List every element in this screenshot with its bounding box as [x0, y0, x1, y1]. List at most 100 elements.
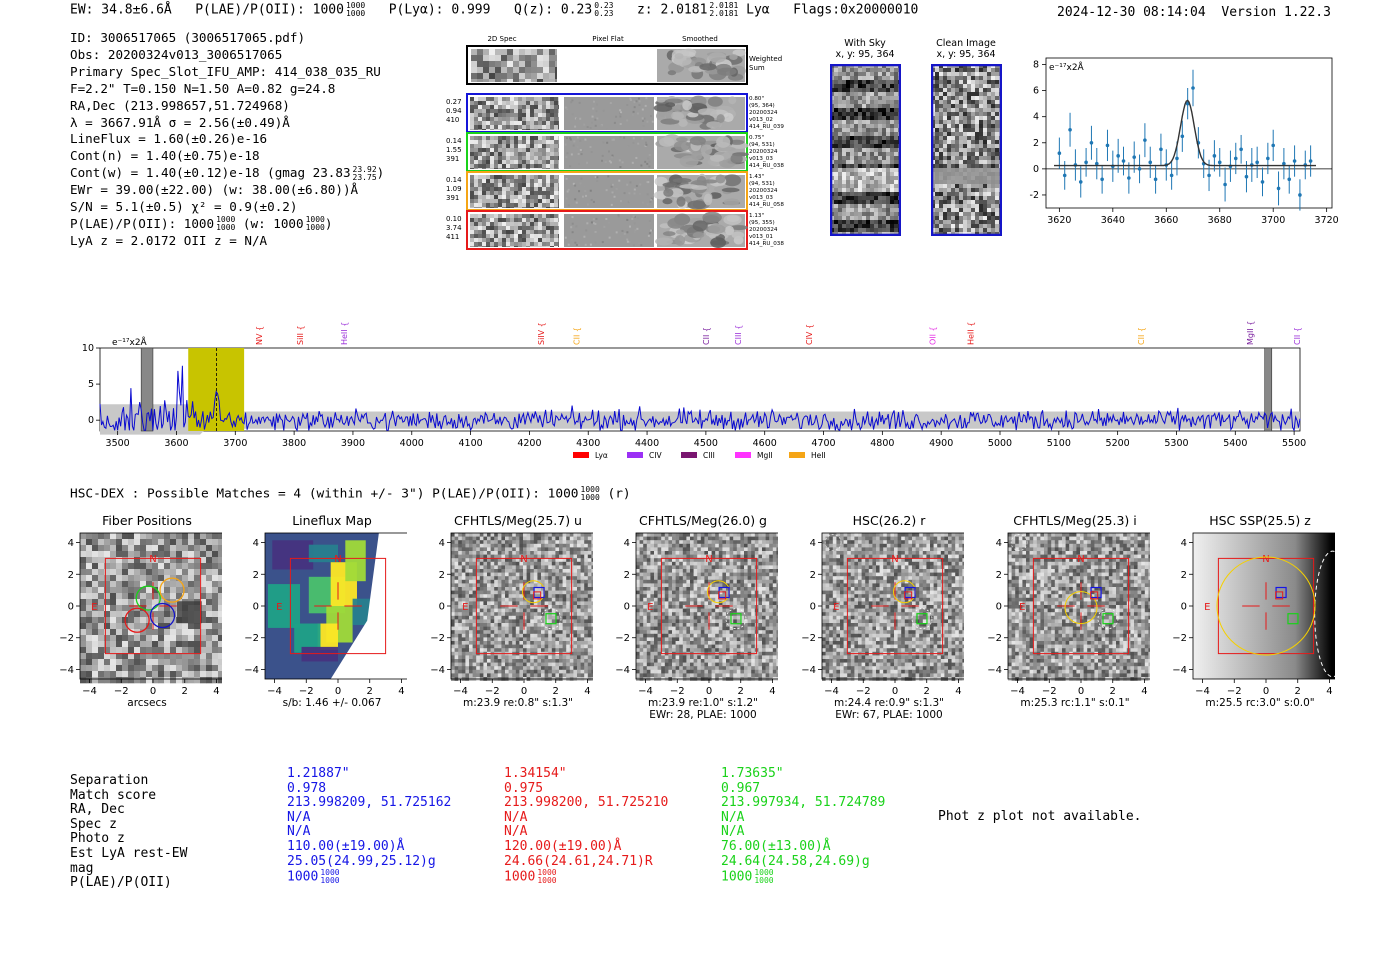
image-pixel	[194, 623, 201, 630]
image-pixel	[580, 547, 585, 552]
clean-pixel	[979, 196, 983, 200]
image-pixel	[591, 540, 593, 545]
image-pixel	[176, 623, 183, 630]
image-pixel	[508, 576, 513, 581]
pixel-flat-speck	[645, 98, 648, 101]
gray-pixel	[470, 160, 474, 164]
zoom-data-point	[1282, 161, 1286, 166]
gray-pixel	[478, 168, 482, 169]
gray-pixel	[489, 49, 495, 55]
image-pixel	[555, 579, 560, 584]
gray-pixel	[522, 191, 526, 195]
gray-pixel	[546, 218, 550, 222]
pixel-flat-speck	[619, 166, 622, 169]
gray-pixel	[498, 222, 502, 226]
pixel-flat-speck	[608, 160, 611, 163]
gray-pixel	[558, 113, 559, 117]
image-pixel	[454, 558, 459, 563]
image-pixel	[497, 536, 502, 541]
image-pixel	[573, 587, 578, 591]
gray-pixel	[526, 234, 530, 238]
image-pixel	[212, 665, 219, 672]
image-pixel	[458, 597, 463, 602]
with-sky-title: With Sky x, y: 95, 364	[835, 38, 895, 60]
with-sky-pixel	[866, 172, 870, 176]
image-pixel	[164, 563, 171, 570]
image-pixel	[194, 563, 201, 570]
clean-pixel	[951, 188, 955, 192]
image-pixel	[465, 590, 470, 595]
clean-pixel	[991, 200, 995, 204]
clean-pixel	[995, 140, 999, 144]
gray-pixel	[482, 97, 486, 101]
image-pixel	[555, 605, 560, 609]
gray-pixel	[490, 199, 494, 203]
clean-pixel	[995, 80, 999, 84]
cutout-row-info: 1.43"	[749, 174, 764, 180]
pixel-flat-speck	[605, 189, 608, 192]
clean-pixel	[987, 144, 991, 148]
with-sky-pixel	[890, 224, 894, 228]
with-sky-pixel	[838, 204, 842, 208]
clean-pixel	[979, 148, 983, 152]
image-pixel	[566, 623, 571, 627]
image-pixel	[559, 597, 563, 602]
clean-pixel	[971, 212, 975, 216]
image-pixel	[476, 547, 481, 552]
weighted-sum-label: Weighted Sum	[749, 55, 782, 72]
with-sky-pixel	[894, 108, 898, 112]
clean-pixel	[979, 100, 983, 104]
with-sky-pixel	[858, 104, 862, 108]
with-sky-pixel	[850, 136, 854, 140]
clean-pixel	[939, 208, 943, 212]
pixel-flat-speck	[638, 104, 641, 107]
with-sky-pixel	[838, 124, 842, 128]
gray-pixel	[506, 218, 510, 222]
image-pixel	[454, 561, 459, 566]
gray-pixel	[502, 164, 506, 168]
image-pixel	[454, 543, 459, 548]
clean-pixel	[955, 68, 959, 72]
pixel-flat-speck	[583, 123, 586, 126]
clean-pixel	[983, 220, 987, 224]
image-pixel	[476, 558, 481, 563]
gray-pixel	[506, 234, 510, 238]
image-pixel	[587, 615, 592, 620]
with-sky-pixel	[858, 96, 862, 100]
cutout-row-weight: 0.10	[446, 215, 462, 223]
image-pixel	[86, 575, 93, 582]
image-pixel	[152, 593, 159, 600]
image-pixel	[476, 597, 481, 602]
image-pixel	[587, 558, 592, 563]
image-pixel	[544, 547, 549, 552]
image-pixel	[128, 557, 135, 564]
image-pixel	[122, 611, 129, 618]
image-pixel	[170, 665, 177, 672]
gray-pixel	[522, 136, 526, 140]
pixel-flat-speck	[649, 200, 652, 203]
with-sky-pixel	[838, 80, 842, 84]
gray-pixel	[530, 160, 534, 164]
gray-pixel	[506, 191, 510, 195]
with-sky-pixel	[838, 168, 842, 172]
gray-pixel	[526, 125, 530, 129]
clean-pixel	[987, 208, 991, 212]
gray-pixel	[510, 195, 514, 199]
with-sky-pixel	[874, 196, 878, 200]
image-pixel	[122, 545, 129, 552]
clean-pixel	[955, 96, 959, 100]
gray-pixel	[546, 191, 550, 195]
image-pixel	[530, 558, 535, 563]
image-pixel	[573, 565, 578, 570]
with-sky-pixel	[838, 84, 842, 88]
gray-pixel	[506, 121, 510, 125]
smoothed-cutout-blob	[687, 200, 707, 210]
image-pixel	[580, 608, 585, 613]
pixel-flat-speck	[626, 119, 629, 122]
image-pixel	[110, 671, 117, 678]
with-sky-pixel	[886, 92, 890, 96]
clean-pixel	[967, 216, 971, 220]
image-pixel	[512, 590, 517, 595]
with-sky-pixel	[874, 148, 878, 152]
clean-pixel	[947, 148, 951, 152]
